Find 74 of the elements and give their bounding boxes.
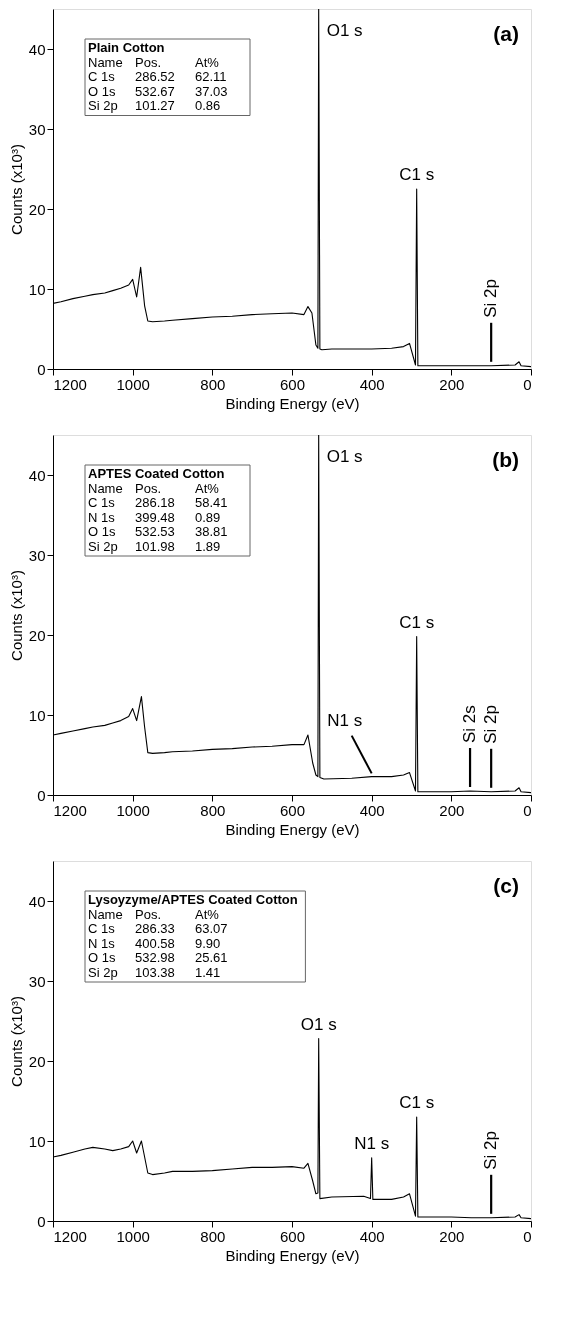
y-tick-label: 0 bbox=[37, 360, 46, 378]
text: Si 2p 103.38 1.41 bbox=[88, 964, 221, 980]
x-tick-label: 0 bbox=[523, 801, 532, 819]
text: C 1s 286.18 58.41 bbox=[88, 495, 228, 510]
annotation: Si 2p bbox=[481, 279, 501, 318]
annotation: Lysoyzyme/APTES Coated Cotton bbox=[88, 892, 298, 907]
x-tick-label: 1000 bbox=[116, 1227, 150, 1245]
x-tick-label: 200 bbox=[439, 801, 465, 819]
annotation: O1 s bbox=[300, 1014, 337, 1034]
y-tick-label: 30 bbox=[28, 546, 46, 564]
x-tick-label: 800 bbox=[200, 375, 226, 393]
x-tick-label: 600 bbox=[279, 1227, 306, 1245]
annotation: APTES Coated Cotton bbox=[88, 466, 225, 481]
x-tick-label: 0 bbox=[523, 375, 532, 393]
y-tick-label: 40 bbox=[28, 40, 46, 58]
text: O 1s 532.98 25.61 bbox=[88, 950, 228, 965]
x-tick-label: 600 bbox=[279, 801, 306, 819]
y-tick-label: 0 bbox=[37, 1212, 46, 1230]
text: (b) bbox=[492, 448, 519, 471]
x-tick-label: 1200 bbox=[53, 1227, 87, 1245]
x-tick-label: 1000 bbox=[116, 375, 150, 393]
text: Si 2p 101.27 0.86 bbox=[88, 98, 221, 113]
y-axis-title: Counts (x10³) bbox=[7, 996, 25, 1087]
x-tick-label: 0 bbox=[523, 1227, 532, 1245]
x-tick-label: 400 bbox=[359, 801, 385, 819]
x-tick-label: 1200 bbox=[53, 375, 87, 393]
y-tick-label: 20 bbox=[28, 200, 46, 218]
x-tick-label: 400 bbox=[359, 1227, 385, 1245]
y-tick-label: 10 bbox=[28, 280, 46, 298]
annotation: Plain Cotton bbox=[88, 40, 165, 55]
text: Si 2p 101.98 1.89 bbox=[88, 538, 221, 554]
x-tick-label: 600 bbox=[279, 375, 306, 393]
annotation: Si 2p bbox=[481, 1131, 501, 1170]
annotation: C1 s bbox=[399, 1093, 435, 1112]
text: Name Pos. At% bbox=[88, 54, 219, 70]
y-tick-label: 0 bbox=[37, 786, 46, 804]
x-axis-title: Binding Energy (eV) bbox=[225, 1246, 360, 1264]
x-tick-label: 800 bbox=[200, 801, 226, 819]
x-axis-title: Binding Energy (eV) bbox=[225, 394, 360, 412]
annotation: C1 s bbox=[399, 165, 435, 184]
x-tick-label: 1200 bbox=[53, 801, 87, 819]
text: (c) bbox=[493, 874, 519, 897]
y-tick-label: 30 bbox=[28, 972, 46, 990]
text: O 1s 532.67 37.03 bbox=[88, 83, 228, 99]
y-tick-label: 40 bbox=[28, 466, 46, 484]
y-axis-title: Counts (x10³) bbox=[7, 570, 25, 661]
annotation: Si 2p bbox=[481, 705, 501, 744]
x-tick-label: 200 bbox=[439, 375, 465, 393]
text: Name Pos. At% bbox=[88, 480, 219, 496]
y-tick-label: 20 bbox=[28, 1052, 46, 1070]
annotation: Si 2s bbox=[460, 705, 480, 743]
x-tick-label: 200 bbox=[439, 1227, 465, 1245]
y-tick-label: 40 bbox=[28, 892, 46, 910]
text: C 1s 286.33 63.07 bbox=[88, 921, 228, 936]
x-tick-label: 400 bbox=[359, 375, 385, 393]
annotation: N1 s bbox=[354, 1133, 390, 1153]
text: O 1s 532.53 38.81 bbox=[88, 524, 228, 539]
annotation: O1 s bbox=[326, 447, 363, 466]
x-tick-label: 1000 bbox=[116, 801, 150, 819]
text: (a) bbox=[493, 22, 519, 45]
y-tick-label: 20 bbox=[28, 626, 46, 644]
x-axis-title: Binding Energy (eV) bbox=[225, 820, 360, 838]
y-tick-label: 10 bbox=[28, 706, 46, 724]
annotation: O1 s bbox=[326, 21, 363, 40]
annotation: C1 s bbox=[399, 612, 435, 632]
x-tick-label: 800 bbox=[200, 1227, 226, 1245]
text: N 1s 399.48 0.89 bbox=[88, 509, 221, 525]
text: Name Pos. At% bbox=[88, 906, 219, 922]
y-tick-label: 10 bbox=[28, 1132, 46, 1150]
annotation: N1 s bbox=[327, 710, 363, 730]
y-tick-label: 30 bbox=[28, 120, 46, 138]
text: N 1s 400.58 9.90 bbox=[88, 935, 221, 951]
text: C 1s 286.52 62.11 bbox=[88, 69, 227, 84]
y-axis-title: Counts (x10³) bbox=[7, 144, 25, 235]
